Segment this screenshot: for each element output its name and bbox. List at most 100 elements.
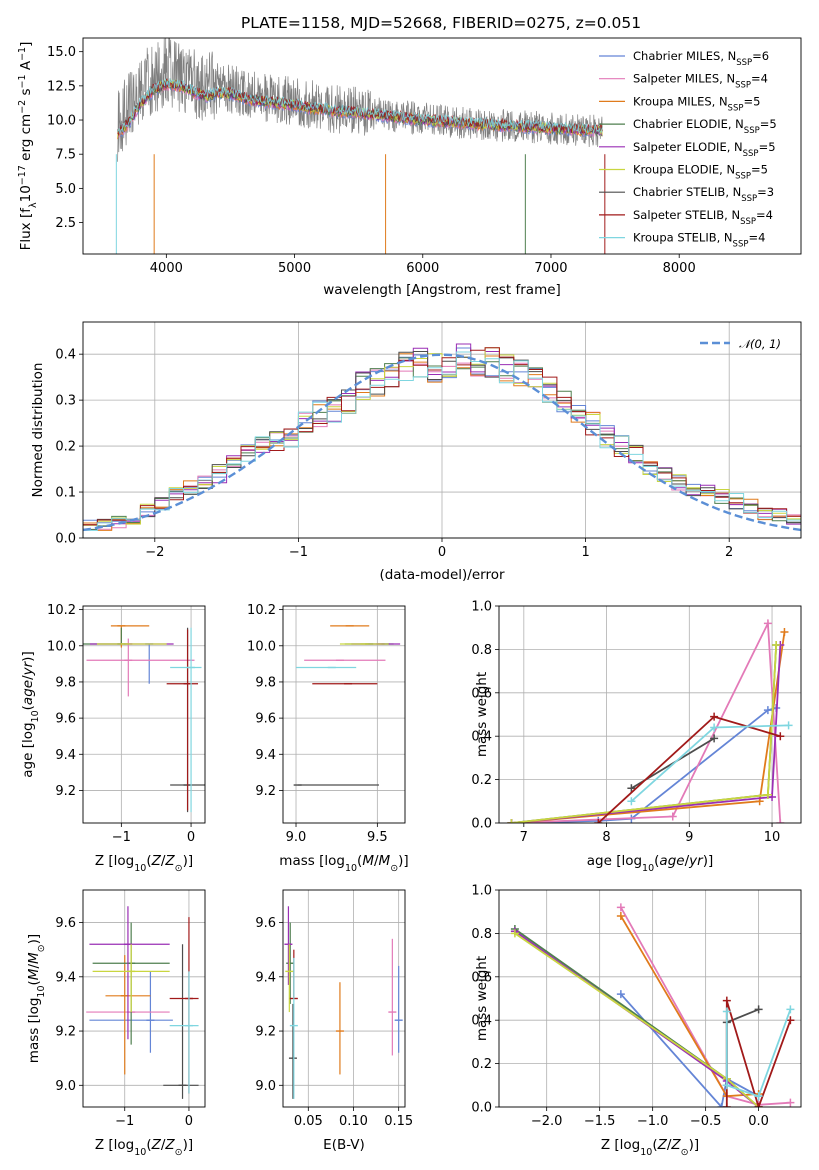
legend-sub: SSP [728, 103, 744, 113]
plot-frame [82, 37, 802, 255]
label-part: yr [688, 853, 704, 869]
spectrum-legend: Chabrier MILES, NSSP=6 Salpeter MILES, NS… [599, 49, 777, 250]
legend-sub: SSP [735, 81, 751, 91]
legend-entry: Kroupa STELIB, NSSP=4 [633, 231, 765, 250]
label-part: ( [20, 705, 36, 710]
y-tick-label: 2.5 [55, 216, 76, 231]
label-part: / [374, 853, 379, 869]
label-part: Z [log [95, 1137, 134, 1153]
error-bars [284, 906, 403, 1099]
legend-sub: SSP [744, 126, 760, 136]
y-tick-label: 10.2 [47, 603, 76, 618]
gaussian-legend-label: 𝒩(0, 1) [739, 337, 781, 351]
x-tick-label: 4000 [150, 261, 183, 276]
label-part: ⊙ [175, 1147, 183, 1158]
y-tick-label: 0.4 [471, 730, 492, 745]
label-part: )] [398, 853, 409, 869]
extinction-x-label: E(B-V) [323, 1137, 365, 1153]
label-part: ( [146, 1137, 151, 1153]
mass-weight-marker [507, 819, 516, 823]
label-part: / [161, 1137, 166, 1153]
legend-sub: SSP [740, 217, 756, 227]
x-tick-label: 9.0 [286, 830, 307, 845]
label-part: / [161, 853, 166, 869]
mass-weight-line [620, 906, 791, 1106]
legend-entry: Chabrier MILES, NSSP=6 [633, 49, 769, 68]
label-part: mass [log [279, 853, 345, 869]
label-part: ( [652, 1137, 657, 1153]
legend-label: Kroupa STELIB, N [633, 231, 733, 245]
legend-nssp: =5 [751, 163, 768, 177]
spectrum-panel: 4000 5000 6000 7000 8000 2.5 5.0 7.5 10.0 12.5 15.… [17, 37, 802, 298]
mass-weight-marker [710, 712, 719, 721]
label-part: Z [151, 853, 162, 869]
x-tick-label: 8000 [663, 261, 696, 276]
y-tick-label: 1.0 [471, 884, 492, 899]
legend-entry: Salpeter MILES, NSSP=4 [633, 72, 768, 91]
y-tick-label: 0.8 [471, 927, 492, 942]
label-part: M [26, 952, 42, 964]
mass-weight-line [511, 619, 782, 823]
legend-nssp: =4 [756, 208, 773, 222]
mass-weight-marker [710, 734, 719, 743]
label-part: Z [164, 853, 175, 869]
label-part: Z [657, 1137, 668, 1153]
label-part: age [log [587, 853, 642, 869]
label-part: Z [164, 1137, 175, 1153]
x-tick-label: 8 [602, 830, 610, 845]
weight-vs-metallicity-panel: −2.0 −1.5 −1.0 −0.5 0.0 0.0 0.2 0.4 0.6 0.8 1.0 Z [… [471, 884, 802, 1158]
label-part: ⊙ [390, 863, 398, 874]
mass-weight-line [511, 645, 782, 823]
y-axis-label: Normed distribution [30, 363, 46, 498]
y-tick-label: 9.8 [255, 675, 276, 690]
mass-weight-marker [786, 1016, 795, 1025]
mass-weight-line [725, 1009, 792, 1098]
model-spectrum [117, 78, 603, 134]
legend-label: Kroupa ELODIE, N [633, 163, 735, 177]
mass-weight-line [725, 1008, 759, 1086]
mass-weight-marker [772, 641, 781, 650]
x-tick-label: −2.0 [531, 1114, 563, 1129]
label-part: 10 [134, 1147, 146, 1158]
x-tick-label: 0 [187, 830, 195, 845]
histograms [83, 343, 801, 538]
mass-weight-marker [616, 903, 625, 912]
mass-weight-marker [722, 1007, 731, 1016]
mass-weight-marker [754, 1005, 763, 1014]
error-bars [86, 906, 199, 1099]
label-part: / [26, 964, 42, 969]
x-tick-label: −1 [289, 545, 308, 560]
y-tick-label: 9.2 [55, 1025, 76, 1040]
label-part: yr [20, 660, 36, 676]
y-tick-label: 0.6 [471, 686, 492, 701]
label-part: λ [28, 202, 39, 208]
x-tick-label: 7000 [534, 261, 567, 276]
error-bars [83, 625, 205, 813]
label-part: M [26, 968, 42, 980]
y-axis-label: mass [log10(M/M⊙)] [26, 934, 47, 1063]
legend-label: Salpeter STELIB, N [633, 208, 740, 222]
label-part: Z [log [601, 1137, 640, 1153]
y-tick-label: 0.2 [471, 773, 492, 788]
gaussian-curve [83, 353, 801, 532]
label-part: Z [log [95, 853, 134, 869]
label-part: −1 [17, 74, 28, 88]
x-tick-label: 7 [520, 830, 528, 845]
label-part: / [20, 675, 36, 680]
y-tick-label: 9.6 [255, 712, 276, 727]
mass-weight-marker [710, 723, 719, 732]
mass-weight-marker [616, 990, 625, 999]
x-axis-label: E(B-V) [323, 1137, 365, 1153]
x-tick-label: 1 [581, 545, 589, 560]
legend-entry: Kroupa MILES, NSSP=5 [633, 94, 760, 113]
mass-weight-marker [786, 1098, 795, 1107]
legend-label: Chabrier STELIB, N [633, 185, 741, 199]
x-tick-label: 6000 [406, 261, 439, 276]
label-part: 10 [345, 863, 357, 874]
label-part: 10 [18, 185, 34, 202]
mass-weight-marker [786, 1005, 795, 1014]
label-part: )] [703, 853, 714, 869]
label-part: age [20, 680, 36, 705]
